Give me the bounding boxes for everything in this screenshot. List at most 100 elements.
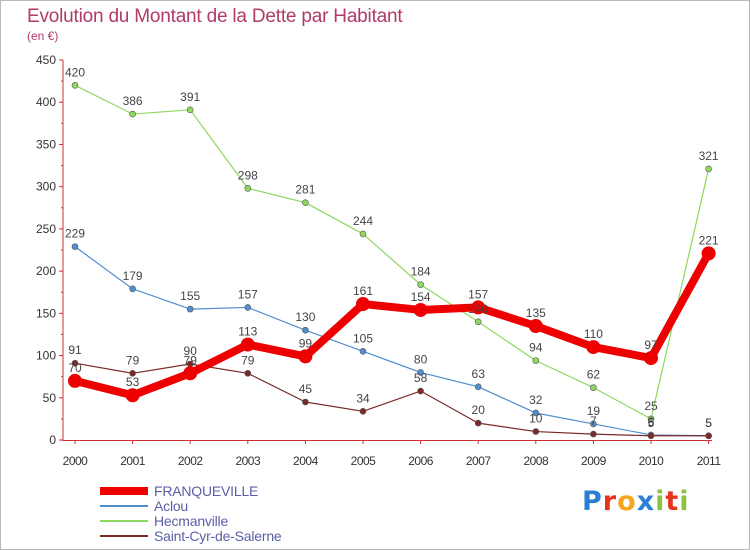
data-point — [705, 165, 712, 173]
data-point — [129, 369, 136, 377]
data-label: 386 — [123, 94, 143, 108]
chart-title: Evolution du Montant de la Dette par Hab… — [27, 6, 403, 27]
y-tick-label: 250 — [36, 222, 56, 236]
data-point — [474, 419, 482, 427]
data-point — [647, 432, 655, 440]
data-label: 221 — [699, 233, 719, 247]
y-tick-label: 400 — [36, 95, 56, 109]
x-tick-label: 2002 — [178, 454, 204, 468]
legend-swatch — [100, 535, 148, 537]
data-label: 19 — [587, 404, 601, 418]
series-line-saint-cyr-de-salerne — [74, 362, 709, 437]
data-point — [590, 384, 597, 391]
data-point — [359, 407, 367, 415]
data-label: 32 — [529, 393, 543, 407]
data-label: 135 — [526, 306, 546, 320]
x-tick-label: 2000 — [63, 454, 89, 468]
x-tick-label: 2005 — [351, 454, 377, 468]
series-line-aclou — [74, 246, 709, 437]
logo-letter: i — [679, 486, 690, 517]
legend-label: Aclou — [154, 498, 189, 514]
x-tick-label: 2001 — [120, 454, 146, 468]
data-label: 6 — [648, 415, 655, 429]
data-label: 7 — [590, 414, 597, 428]
data-label: 157 — [238, 287, 258, 301]
data-label: 229 — [65, 227, 85, 241]
logo-letter: x — [636, 486, 656, 517]
y-tick-label: 300 — [36, 180, 56, 194]
x-tick-label: 2004 — [293, 454, 319, 468]
legend-label: FRANQUEVILLE — [154, 483, 259, 499]
data-label: 184 — [411, 265, 431, 279]
data-label: 99 — [299, 336, 313, 350]
data-label: 157 — [468, 287, 488, 301]
legend-label: Saint-Cyr-de-Salerne — [154, 528, 282, 544]
data-point — [129, 110, 136, 118]
data-label: 113 — [238, 325, 257, 339]
data-point — [240, 337, 255, 352]
data-label: 62 — [587, 368, 601, 382]
data-label: 63 — [472, 367, 486, 381]
data-point — [359, 230, 367, 238]
data-label: 34 — [356, 391, 370, 405]
data-label: 90 — [184, 344, 198, 358]
data-point — [244, 369, 252, 377]
data-label: 79 — [241, 353, 255, 367]
data-point — [298, 349, 313, 364]
data-point — [302, 199, 309, 207]
data-label: 179 — [123, 269, 143, 283]
data-point — [302, 398, 309, 406]
series-line-hecmanville — [74, 84, 710, 420]
data-point — [71, 243, 79, 250]
data-label: 80 — [414, 352, 428, 366]
data-label: 154 — [411, 290, 431, 304]
logo-letter: o — [617, 486, 637, 517]
data-label: 91 — [68, 343, 82, 357]
x-tick-label: 2006 — [408, 454, 434, 468]
legend-swatch — [100, 505, 148, 507]
x-tick-label: 2003 — [235, 454, 261, 468]
logo-letter: r — [602, 486, 618, 517]
data-label: 97 — [644, 338, 658, 352]
data-point — [125, 388, 140, 403]
data-point — [244, 304, 252, 311]
data-point — [71, 82, 79, 89]
data-label: 5 — [705, 416, 712, 430]
data-label: 321 — [699, 149, 719, 163]
data-point — [413, 302, 428, 317]
data-label: 10 — [529, 412, 543, 426]
logo-letter: i — [655, 486, 666, 517]
data-label: 20 — [472, 403, 486, 417]
data-label: 110 — [584, 327, 603, 341]
data-label: 140 — [468, 302, 488, 316]
data-point — [586, 340, 601, 355]
data-label: 420 — [65, 65, 85, 79]
data-point — [647, 415, 655, 423]
y-tick-label: 450 — [36, 53, 56, 67]
data-point — [71, 359, 79, 367]
data-label: 155 — [180, 289, 200, 303]
logo-letter: P — [582, 486, 603, 517]
data-point — [302, 326, 309, 334]
proxiti-logo: Proxiti — [582, 486, 690, 517]
data-point — [471, 300, 486, 315]
data-label: 53 — [126, 375, 140, 389]
data-point — [590, 430, 597, 438]
data-label: 391 — [180, 90, 200, 104]
logo-letter: t — [665, 486, 680, 517]
legend-swatch — [100, 487, 148, 495]
data-point — [644, 351, 658, 366]
series-line-franqueville — [74, 251, 713, 400]
data-point — [417, 387, 424, 395]
y-tick-label: 350 — [36, 137, 56, 151]
x-tick-label: 2010 — [639, 454, 665, 468]
data-point — [186, 106, 194, 114]
data-point — [356, 297, 370, 312]
legend-swatch — [100, 520, 148, 522]
data-point — [705, 432, 712, 440]
legend-label: Hecmanville — [154, 513, 229, 529]
data-label: 105 — [353, 331, 373, 345]
data-point — [590, 420, 597, 428]
data-point — [68, 373, 82, 388]
